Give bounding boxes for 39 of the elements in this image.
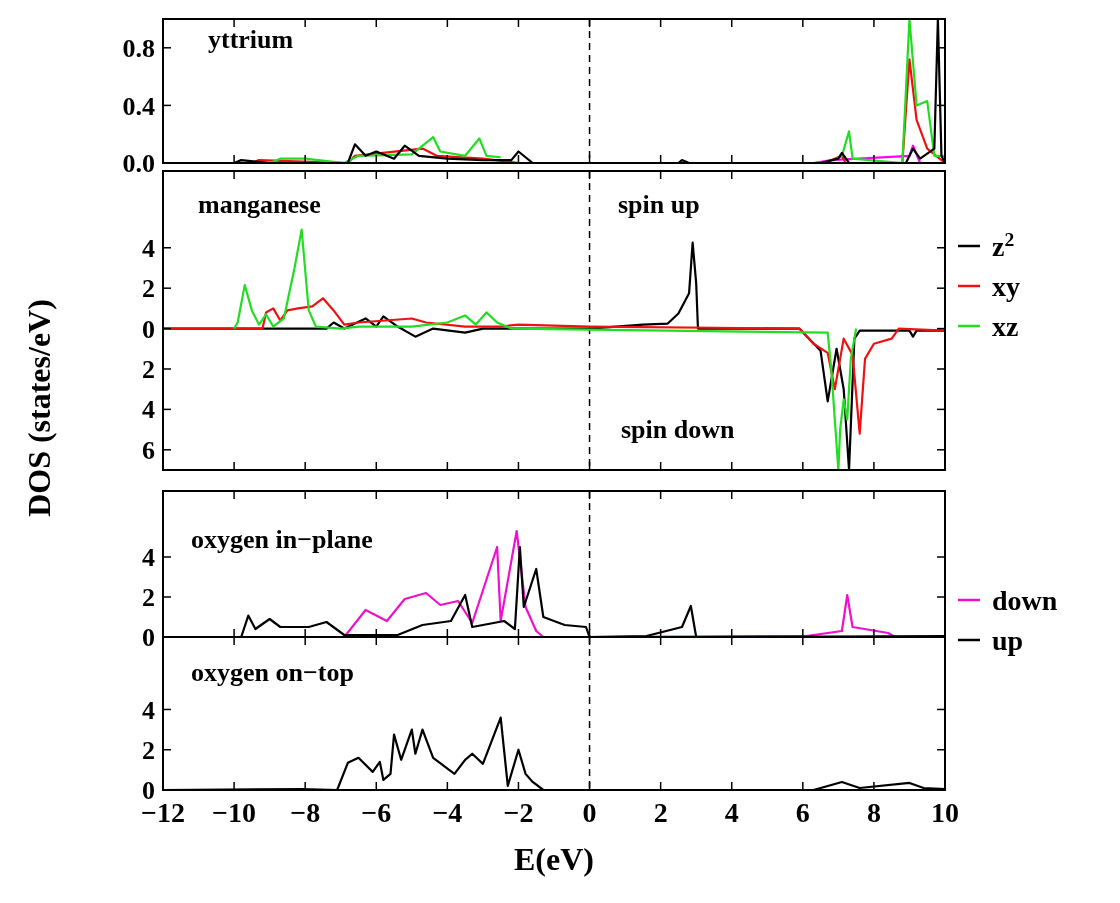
y-tick-label: 0.8 bbox=[122, 33, 155, 63]
y-tick-label: 2 bbox=[142, 274, 155, 304]
y-tick-label: 0 bbox=[142, 623, 155, 653]
x-tick-label: −2 bbox=[503, 797, 534, 828]
x-tick-label: 4 bbox=[724, 797, 739, 828]
x-tick-label: −10 bbox=[212, 797, 257, 828]
y-tick-label: 6 bbox=[142, 435, 155, 465]
y-tick-label: 0 bbox=[142, 776, 155, 806]
x-tick-label: 2 bbox=[653, 797, 668, 828]
x-tick-label: −8 bbox=[290, 797, 321, 828]
y-tick-label: 2 bbox=[142, 583, 155, 613]
x-axis-title: E(eV) bbox=[514, 841, 594, 877]
y-tick-label: 4 bbox=[142, 543, 155, 573]
y-tick-label: 4 bbox=[142, 233, 155, 263]
legend-label: z$^{2}$ bbox=[992, 228, 1015, 262]
y-tick-label: 0.4 bbox=[122, 91, 155, 121]
annotation: yttrium bbox=[208, 25, 294, 54]
x-tick-label: −4 bbox=[432, 797, 463, 828]
y-tick-label: 0 bbox=[142, 314, 155, 344]
y-tick-label: 4 bbox=[142, 695, 155, 725]
annotation: manganese bbox=[198, 190, 321, 219]
x-tick-label: 0 bbox=[582, 797, 597, 828]
annotation: oxygen on−top bbox=[191, 658, 354, 687]
x-tick-label: 8 bbox=[866, 797, 881, 828]
annotation: spin up bbox=[618, 190, 700, 219]
legend-label: xy bbox=[992, 270, 1020, 302]
y-tick-label: 2 bbox=[142, 735, 155, 765]
legend-label: xz bbox=[992, 310, 1019, 342]
y-tick-label: 0.0 bbox=[122, 149, 155, 179]
y-tick-label: 2 bbox=[142, 355, 155, 385]
y-tick-label: 4 bbox=[142, 395, 155, 425]
x-tick-label: 6 bbox=[795, 797, 810, 828]
annotation: oxygen in−plane bbox=[191, 525, 373, 554]
legend-label: up bbox=[992, 624, 1024, 656]
x-tick-label: 10 bbox=[931, 797, 959, 828]
legend-label: down bbox=[992, 584, 1058, 616]
y-axis-title: DOS (states/eV) bbox=[21, 299, 57, 517]
annotation: spin down bbox=[621, 415, 735, 444]
x-tick-label: −6 bbox=[361, 797, 392, 828]
